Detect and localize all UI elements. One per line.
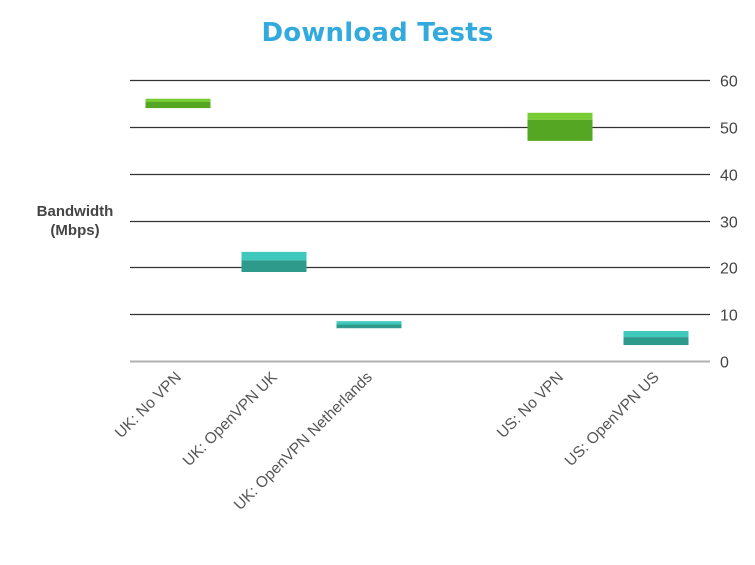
y-tick-label: 60: [720, 74, 738, 91]
bar-lower-segment: [336, 324, 402, 329]
x-category-label: US: OpenVPN US: [562, 369, 663, 470]
bar-4: [623, 331, 689, 346]
y-axis-label-line-1: Bandwidth: [36, 203, 114, 220]
bars: [145, 98, 689, 346]
y-tick-label: 10: [720, 308, 738, 325]
bar-lower-segment: [145, 102, 211, 109]
bar-3: [527, 112, 593, 141]
bar-lower-segment: [623, 337, 689, 346]
y-tick-label: 50: [720, 121, 738, 138]
bar-upper-segment: [336, 321, 402, 325]
y-axis-ticks: 0 10 20 30 40 50 60: [720, 74, 738, 372]
bar-1: [241, 251, 307, 273]
bar-upper-segment: [527, 112, 593, 120]
y-tick-label: 40: [720, 168, 738, 185]
bar-lower-segment: [241, 260, 307, 273]
bar-0: [145, 98, 211, 109]
x-category-label: US: No VPN: [494, 369, 567, 442]
x-category-label: UK: No VPN: [112, 369, 185, 442]
gridlines: [130, 79, 710, 363]
bar-lower-segment: [527, 119, 593, 141]
bar-2: [336, 321, 402, 329]
y-axis-label: Bandwidth (Mbps): [20, 202, 130, 240]
bar-upper-segment: [241, 251, 307, 261]
y-axis-label-line-2: (Mbps): [50, 222, 100, 239]
y-tick-label: 0: [720, 355, 729, 372]
bar-upper-segment: [623, 331, 689, 338]
y-tick-label: 30: [720, 215, 738, 232]
chart-title: Download Tests: [261, 18, 494, 48]
y-tick-label: 20: [720, 261, 738, 278]
x-category-label: UK: OpenVPN UK: [180, 368, 281, 469]
bar-upper-segment: [145, 98, 211, 103]
